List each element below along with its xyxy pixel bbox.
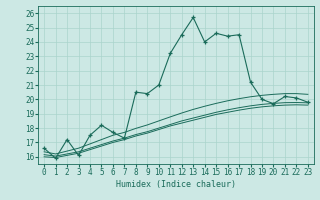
X-axis label: Humidex (Indice chaleur): Humidex (Indice chaleur): [116, 180, 236, 189]
